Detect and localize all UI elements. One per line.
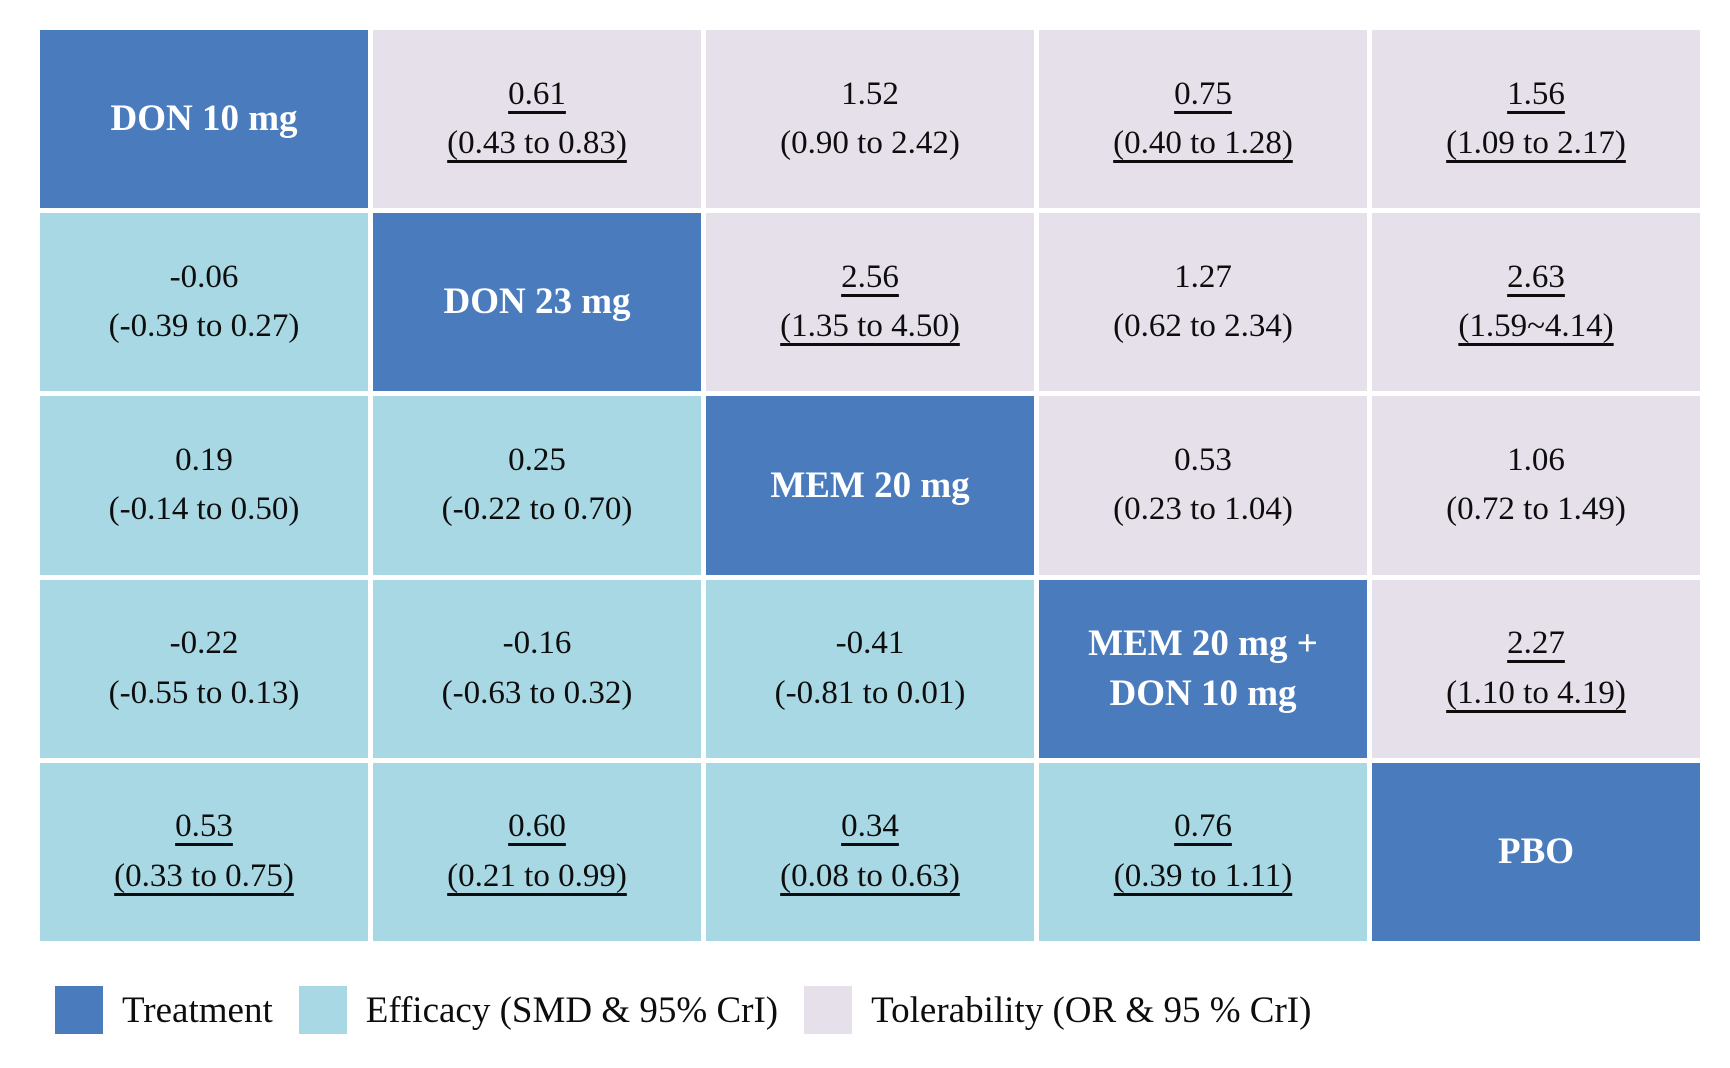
credible-interval: (0.40 to 1.28)	[1113, 125, 1293, 162]
tolerability-cell: 1.56 (1.09 to 2.17)	[1372, 30, 1700, 209]
estimate-value: 2.56	[841, 258, 899, 295]
legend-label: Treatment	[122, 989, 273, 1031]
estimate-value: 1.56	[1507, 75, 1565, 112]
credible-interval: (0.21 to 0.99)	[447, 857, 627, 894]
treatment-label: MEM 20 mg + DON 10 mg	[1088, 622, 1318, 714]
legend-swatch-tolerability	[804, 986, 853, 1034]
credible-interval: (0.62 to 2.34)	[1113, 308, 1293, 345]
legend-label: Tolerability (OR & 95 % CrI)	[871, 989, 1312, 1031]
treatment-cell: PBO	[1372, 762, 1700, 941]
estimate-value: -0.16	[502, 625, 572, 662]
efficacy-cell: 0.19 (-0.14 to 0.50)	[40, 396, 368, 575]
treatment-cell: MEM 20 mg	[706, 396, 1034, 575]
estimate-value: 0.25	[508, 441, 566, 478]
league-table: DON 10 mg 0.61 (0.43 to 0.83) 1.52 (0.90 to …	[40, 30, 1700, 941]
tolerability-cell: 2.27 (1.10 to 4.19)	[1372, 579, 1700, 758]
credible-interval: (0.90 to 2.42)	[780, 125, 960, 162]
credible-interval: (0.43 to 0.83)	[447, 125, 627, 162]
efficacy-cell: -0.16 (-0.63 to 0.32)	[373, 579, 701, 758]
estimate-value: 0.76	[1174, 808, 1232, 845]
efficacy-cell: -0.22 (-0.55 to 0.13)	[40, 579, 368, 758]
tolerability-cell: 1.06 (0.72 to 1.49)	[1372, 396, 1700, 575]
legend-item-treatment: Treatment	[55, 986, 273, 1034]
tolerability-cell: 0.61 (0.43 to 0.83)	[373, 30, 701, 209]
treatment-cell: MEM 20 mg + DON 10 mg	[1039, 579, 1367, 758]
credible-interval: (-0.81 to 0.01)	[774, 674, 966, 711]
estimate-value: 1.27	[1174, 258, 1232, 295]
estimate-value: 1.06	[1507, 441, 1565, 478]
efficacy-cell: 0.34 (0.08 to 0.63)	[706, 762, 1034, 941]
credible-interval: (0.72 to 1.49)	[1446, 491, 1626, 528]
treatment-cell: DON 10 mg	[40, 30, 368, 209]
legend-swatch-efficacy	[298, 986, 347, 1034]
treatment-label: DON 23 mg	[443, 281, 631, 323]
legend-item-efficacy: Efficacy (SMD & 95% CrI)	[298, 986, 779, 1034]
credible-interval: (1.09 to 2.17)	[1446, 125, 1626, 162]
legend-item-tolerability: Tolerability (OR & 95 % CrI)	[804, 986, 1311, 1034]
treatment-cell: DON 23 mg	[373, 213, 701, 392]
credible-interval: (0.33 to 0.75)	[114, 857, 294, 894]
estimate-value: -0.22	[169, 625, 239, 662]
legend-label: Efficacy (SMD & 95% CrI)	[365, 989, 779, 1031]
efficacy-cell: 0.53 (0.33 to 0.75)	[40, 762, 368, 941]
treatment-label: PBO	[1497, 830, 1575, 872]
tolerability-cell: 2.63 (1.59~4.14)	[1372, 213, 1700, 392]
legend-swatch-treatment	[55, 986, 103, 1034]
tolerability-cell: 2.56 (1.35 to 4.50)	[706, 213, 1034, 392]
credible-interval: (1.10 to 4.19)	[1446, 674, 1626, 711]
credible-interval: (-0.22 to 0.70)	[441, 491, 633, 528]
efficacy-cell: 0.76 (0.39 to 1.11)	[1039, 762, 1367, 941]
estimate-value: 0.53	[1174, 441, 1232, 478]
estimate-value: 0.34	[841, 808, 899, 845]
estimate-value: 2.63	[1507, 258, 1565, 295]
credible-interval: (1.35 to 4.50)	[780, 308, 960, 345]
estimate-value: -0.06	[169, 258, 239, 295]
tolerability-cell: 0.75 (0.40 to 1.28)	[1039, 30, 1367, 209]
treatment-label: MEM 20 mg	[770, 464, 970, 506]
efficacy-cell: 0.25 (-0.22 to 0.70)	[373, 396, 701, 575]
credible-interval: (0.39 to 1.11)	[1113, 857, 1293, 894]
credible-interval: (0.23 to 1.04)	[1113, 491, 1293, 528]
credible-interval: (0.08 to 0.63)	[780, 857, 960, 894]
estimate-value: 2.27	[1507, 625, 1565, 662]
estimate-value: 0.61	[508, 75, 566, 112]
estimate-value: 1.52	[841, 75, 899, 112]
credible-interval: (-0.14 to 0.50)	[108, 491, 300, 528]
treatment-label: DON 10 mg	[110, 98, 298, 140]
efficacy-cell: -0.06 (-0.39 to 0.27)	[40, 213, 368, 392]
legend: Treatment Efficacy (SMD & 95% CrI) Tolerab…	[55, 984, 1311, 1036]
credible-interval: (-0.63 to 0.32)	[441, 674, 633, 711]
estimate-value: -0.41	[835, 625, 905, 662]
credible-interval: (-0.55 to 0.13)	[108, 674, 300, 711]
efficacy-cell: -0.41 (-0.81 to 0.01)	[706, 579, 1034, 758]
credible-interval: (1.59~4.14)	[1458, 308, 1614, 345]
tolerability-cell: 1.27 (0.62 to 2.34)	[1039, 213, 1367, 392]
credible-interval: (-0.39 to 0.27)	[108, 308, 300, 345]
tolerability-cell: 1.52 (0.90 to 2.42)	[706, 30, 1034, 209]
efficacy-cell: 0.60 (0.21 to 0.99)	[373, 762, 701, 941]
estimate-value: 0.53	[175, 808, 233, 845]
estimate-value: 0.75	[1174, 75, 1232, 112]
estimate-value: 0.19	[175, 441, 233, 478]
estimate-value: 0.60	[508, 808, 566, 845]
tolerability-cell: 0.53 (0.23 to 1.04)	[1039, 396, 1367, 575]
